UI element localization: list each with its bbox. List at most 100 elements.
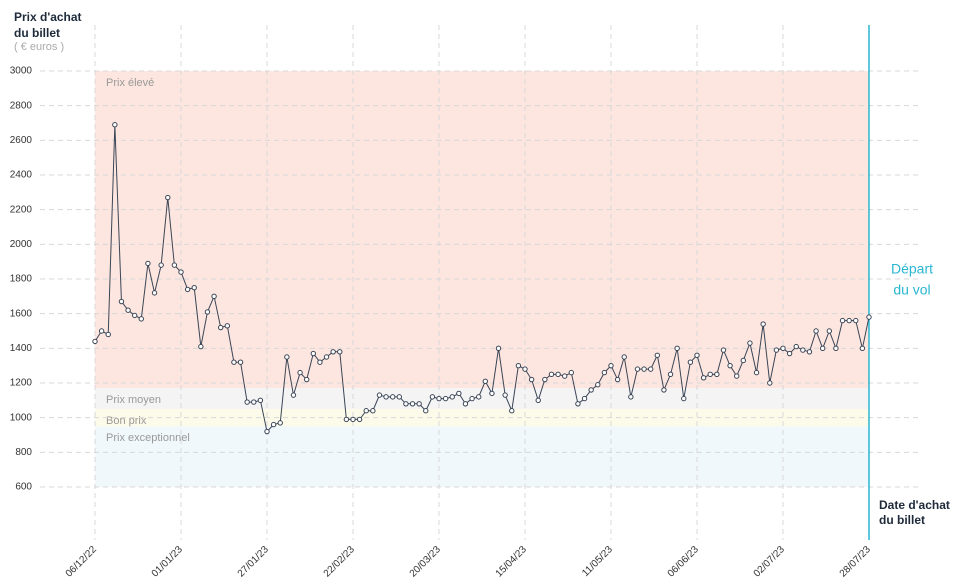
price-point: [720, 347, 727, 353]
price-point: [727, 362, 733, 369]
band-label: Prix élevé: [106, 77, 154, 89]
departure-label: Départ: [891, 261, 933, 277]
price-point: [561, 373, 568, 379]
price-point: [376, 392, 383, 398]
price-point: [184, 286, 191, 293]
price-point: [456, 390, 462, 397]
price-point: [581, 395, 588, 402]
price-point: [780, 345, 786, 352]
price-point: [442, 395, 449, 402]
price-point: [866, 314, 872, 320]
price-point: [495, 345, 502, 352]
price-point: [389, 394, 396, 400]
price-point: [112, 122, 118, 128]
price-point: [350, 416, 356, 423]
price-point: [621, 354, 627, 360]
price-point: [806, 349, 813, 355]
price-point: [244, 399, 250, 405]
price-point: [323, 354, 330, 360]
price-point: [681, 395, 687, 402]
price-point: [151, 290, 158, 296]
price-point: [125, 307, 131, 313]
price-point: [667, 371, 674, 378]
price-point: [383, 394, 389, 400]
y-axis-unit: ( € euros ): [14, 41, 64, 53]
x-tick-label: 06/12/22: [64, 544, 100, 580]
price-point: [403, 401, 409, 407]
price-point: [528, 376, 535, 383]
price-point: [522, 366, 528, 372]
price-point: [436, 395, 442, 402]
price-point: [343, 416, 350, 423]
price-point: [839, 317, 846, 324]
price-point: [800, 347, 806, 353]
price-point: [707, 371, 713, 378]
price-point: [178, 269, 184, 275]
price-point: [595, 382, 601, 388]
x-tick-label: 11/05/23: [580, 544, 615, 579]
price-point: [264, 428, 270, 435]
y-tick-label: 2000: [10, 239, 33, 250]
price-point: [654, 352, 661, 358]
price-point: [310, 350, 317, 357]
price-point: [337, 349, 343, 355]
x-tick-label: 15/04/23: [494, 544, 530, 580]
price-point: [859, 345, 866, 352]
price-point: [733, 373, 740, 379]
price-point: [231, 359, 237, 365]
price-point: [224, 323, 231, 329]
price-point: [303, 376, 310, 383]
band-label: Prix moyen: [106, 394, 161, 406]
price-point: [145, 260, 151, 267]
x-tick-label: 27/01/23: [236, 544, 272, 580]
price-point: [542, 376, 548, 383]
price-point: [634, 366, 641, 372]
x-axis-label: Date d'achat: [879, 498, 950, 512]
price-point: [105, 331, 111, 338]
price-point: [257, 397, 264, 404]
price-point: [548, 371, 555, 378]
price-point: [608, 362, 614, 369]
price-point: [535, 397, 541, 404]
price-point: [370, 408, 376, 414]
price-point: [614, 376, 621, 383]
price-point: [674, 345, 680, 352]
price-point: [469, 395, 475, 402]
y-axis-label: du billet: [14, 26, 60, 40]
x-tick-label: 28/07/23: [838, 544, 874, 580]
price-band: [95, 71, 869, 389]
price-point: [826, 328, 833, 334]
price-point: [396, 394, 403, 400]
price-point: [198, 343, 204, 350]
price-point: [92, 338, 98, 345]
x-tick-label: 22/02/23: [322, 544, 358, 580]
y-tick-label: 2200: [10, 204, 33, 215]
x-tick-label: 20/03/23: [408, 544, 444, 580]
y-tick-label: 1600: [10, 308, 33, 319]
price-point: [138, 316, 145, 322]
price-point: [568, 369, 575, 376]
price-point: [356, 416, 363, 423]
price-point: [284, 354, 290, 360]
x-tick-label: 02/07/23: [752, 544, 788, 580]
price-point: [297, 369, 303, 376]
price-point: [363, 408, 369, 414]
price-point: [171, 262, 178, 268]
price-point: [819, 345, 826, 352]
price-point: [515, 362, 522, 369]
price-point: [661, 387, 667, 393]
price-point: [575, 401, 581, 407]
price-point: [290, 392, 297, 398]
price-point: [846, 317, 852, 324]
price-point: [753, 369, 760, 376]
price-point: [237, 359, 244, 365]
price-point: [204, 309, 211, 315]
price-point: [449, 394, 455, 400]
band-label: Prix exceptionnel: [106, 432, 190, 444]
y-tick-label: 2400: [10, 170, 33, 181]
price-point: [489, 390, 495, 397]
price-point: [760, 321, 766, 327]
x-axis-label: du billet: [879, 513, 925, 527]
price-point: [277, 420, 283, 426]
